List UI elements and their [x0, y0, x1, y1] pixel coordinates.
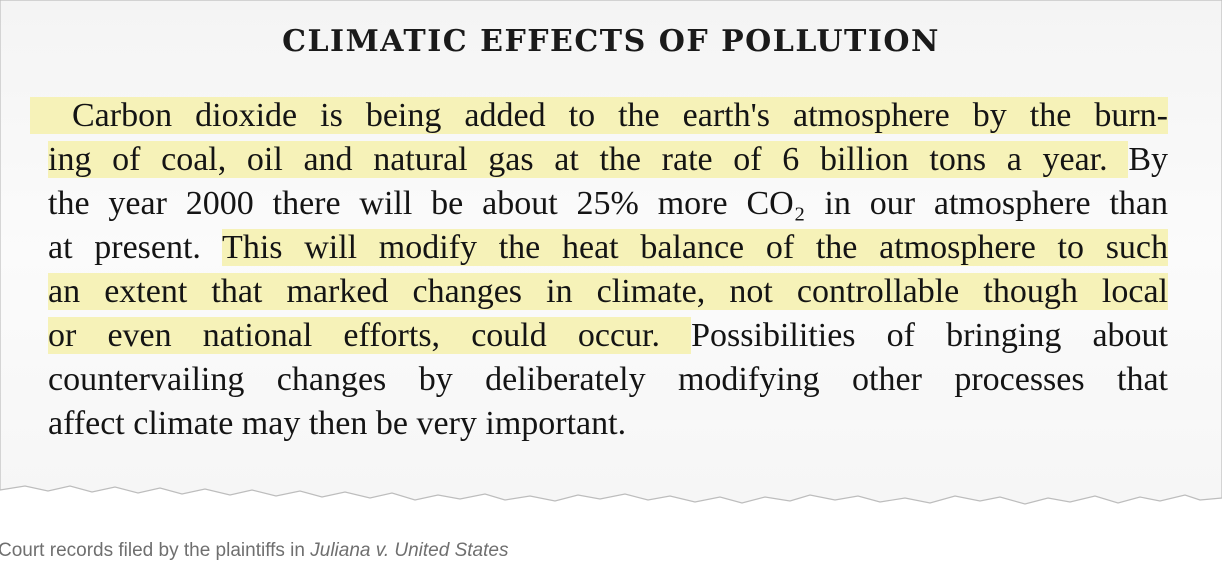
- text-line-8: affect climate may then be very importan…: [48, 405, 627, 442]
- highlighted-text: This will modify the heat balance of the…: [222, 229, 1169, 266]
- highlighted-text: ing of coal, oil and natural gas at the …: [48, 141, 1129, 178]
- text-line-5: an extent that marked changes in climate…: [48, 270, 1168, 314]
- text-line-3: the year 2000 there will be about 25% mo…: [48, 185, 1168, 222]
- text-line-1: Carbon dioxide is being added to the ear…: [30, 94, 1168, 138]
- clipping-title: CLIMATIC EFFECTS OF POLLUTION: [282, 24, 940, 59]
- caption-prefix: Court records filed by the plaintiffs in: [0, 540, 311, 561]
- newspaper-clipping: CLIMATIC EFFECTS OF POLLUTION Carbon dio…: [0, 0, 1222, 505]
- image-caption: Court records filed by the plaintiffs in…: [0, 540, 508, 562]
- text-line-6: or even national efforts, could occur. P…: [48, 317, 1168, 354]
- case-name-link: Juliana v. United States: [310, 540, 509, 561]
- highlighted-text: an extent that marked changes in climate…: [48, 273, 1168, 310]
- highlighted-text: Carbon dioxide is being added to the ear…: [30, 97, 1168, 134]
- text-line-4: at present. This will modify the heat ba…: [48, 229, 1169, 266]
- highlighted-text: or even national efforts, could occur.: [48, 317, 692, 354]
- text-line-2: ing of coal, oil and natural gas at the …: [48, 141, 1168, 178]
- text-line-7: countervailing changes by deliberately m…: [48, 361, 1168, 398]
